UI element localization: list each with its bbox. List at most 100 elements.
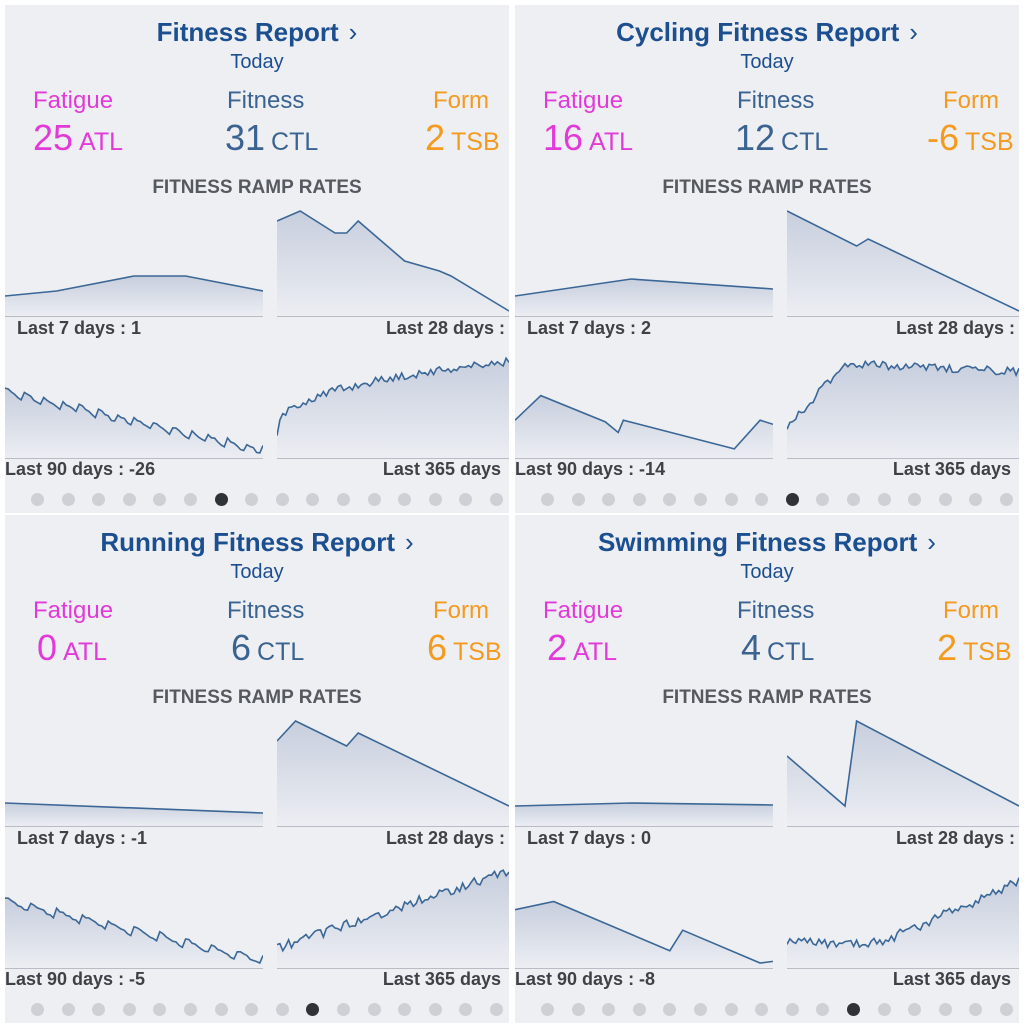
caption-90-days: Last 90 days : -14 [515,459,666,479]
sparkline-line [277,356,509,436]
fitness-label: Fitness [737,597,815,624]
panel-title[interactable]: Running Fitness Report [100,527,395,557]
page-dot[interactable] [92,493,106,506]
page-dot[interactable] [31,1003,44,1016]
caption-28-days: Last 28 days : [895,828,1015,848]
page-dot[interactable] [214,493,228,506]
ramp-chart-7-days [5,715,263,827]
page-dot[interactable] [245,1003,259,1016]
fitness-label: Fitness [737,87,815,114]
page-dot[interactable] [632,493,646,506]
page-dot[interactable] [571,1003,585,1016]
page-dot[interactable] [877,1003,891,1016]
page-dot[interactable] [1000,493,1013,506]
page-dot[interactable] [785,493,799,506]
page-dot[interactable] [663,1003,677,1016]
page-dot[interactable] [694,493,707,506]
sparkline-area [787,721,1019,827]
page-dot[interactable] [724,493,738,506]
page-dot[interactable] [541,1003,554,1016]
panel-title-button[interactable]: Swimming Fitness Report › [515,527,1019,558]
page-dot[interactable] [632,1003,646,1016]
page-dot[interactable] [755,1003,769,1016]
chevron-right-icon[interactable]: › [927,527,936,557]
chevron-right-icon[interactable]: › [348,17,358,47]
page-dot[interactable] [184,1003,197,1016]
page-dot[interactable] [877,493,891,506]
page-dot[interactable] [153,493,167,506]
page-dot[interactable] [969,493,983,506]
page-dot[interactable] [245,493,259,506]
panel-title[interactable]: Fitness Report [156,17,339,47]
page-dot[interactable] [602,493,616,506]
page-dot[interactable] [61,493,75,506]
page-dot[interactable] [337,493,350,506]
page-dot[interactable] [663,493,677,506]
page-dot[interactable] [31,493,44,506]
panel-title-button[interactable]: Running Fitness Report › [5,527,509,558]
sparkline-svg [5,275,263,317]
page-dot[interactable] [306,493,320,506]
page-dot[interactable] [428,1003,442,1016]
ramp-chart-90-days [5,875,263,969]
page-dot[interactable] [367,493,381,506]
page-dot[interactable] [541,493,554,506]
page-dot[interactable] [459,493,473,506]
sparkline-svg [277,869,509,969]
page-dot[interactable] [602,1003,616,1016]
page-dot[interactable] [938,493,952,506]
page-dot[interactable] [785,1003,799,1016]
page-dot[interactable] [275,1003,289,1016]
sparkline-area [5,276,263,317]
panel-subtitle: Today [740,51,794,73]
page-dot[interactable] [847,493,860,506]
page-dot[interactable] [214,1003,228,1016]
page-dot[interactable] [153,1003,167,1016]
page-dot[interactable] [938,1003,952,1016]
page-dot[interactable] [184,493,197,506]
page-dot[interactable] [122,1003,136,1016]
chevron-right-icon[interactable]: › [405,527,414,557]
page-dot[interactable] [571,493,585,506]
page-dot[interactable] [459,1003,473,1016]
panel-subtitle: Today [740,561,794,583]
sparkline-area [277,358,509,459]
page-dot[interactable] [816,1003,830,1016]
caption-90-days: Last 90 days : -8 [515,969,656,989]
page-dot[interactable] [908,493,922,506]
page-dot[interactable] [490,1003,503,1016]
page-dot[interactable] [122,493,136,506]
page-dot[interactable] [398,1003,412,1016]
chevron-right-icon[interactable]: › [909,17,918,47]
page-dot[interactable] [306,1003,320,1016]
page-dot[interactable] [969,1003,983,1016]
page-dot[interactable] [337,1003,350,1016]
ramp-rates-heading: FITNESS RAMP RATES [152,177,362,198]
fitness-number: 31 [225,117,266,158]
form-unit: TSB [965,128,1014,156]
page-dot[interactable] [847,1003,860,1016]
sparkline-line [277,210,509,312]
page-dot[interactable] [724,1003,738,1016]
page-dot[interactable] [490,493,503,506]
page-dot[interactable] [1000,1003,1013,1016]
panel-title-button[interactable]: Cycling Fitness Report › [515,17,1019,48]
fitness-value: 4 CTL [741,627,814,669]
page-dot[interactable] [275,493,289,506]
page-dot[interactable] [92,1003,106,1016]
panel-title-button[interactable]: Fitness Report › [5,17,509,48]
page-dot[interactable] [816,493,830,506]
page-dot[interactable] [61,1003,75,1016]
fitness-label: Fitness [227,597,305,624]
sparkline-area [787,211,1019,317]
panel-title[interactable]: Cycling Fitness Report [616,17,900,47]
sparkline-area [515,803,773,827]
page-dot[interactable] [398,493,412,506]
sparkline-svg [277,720,509,827]
page-dot[interactable] [428,493,442,506]
page-dot[interactable] [755,493,769,506]
page-dot[interactable] [908,1003,922,1016]
panel-title[interactable]: Swimming Fitness Report [598,527,918,557]
page-dot[interactable] [694,1003,707,1016]
page-dot[interactable] [367,1003,381,1016]
